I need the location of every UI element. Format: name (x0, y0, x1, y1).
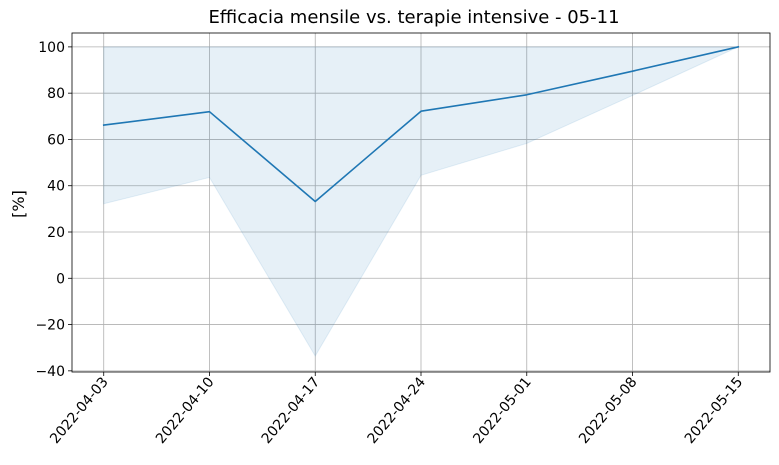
confidence-band-layer (103, 46, 739, 358)
x-axis-ticks: 2022-04-03 2022-04-10 2022-04-17 2022-04-24… (47, 372, 746, 447)
x-tick-label: 2022-04-17 (259, 374, 324, 447)
y-tick-label: 60 (47, 132, 65, 148)
x-tick-label: 2022-04-03 (47, 374, 112, 447)
series-line-layer (102, 45, 740, 203)
x-tick-label: 2022-04-24 (365, 374, 430, 447)
y-axis-ticks: 100 80 60 40 20 0 −20 −40 (35, 40, 72, 380)
x-tick-label: 2022-05-08 (576, 374, 641, 447)
y-tick-label: 80 (47, 86, 65, 102)
confidence-band (103, 46, 739, 358)
y-axis-label: [%] (9, 190, 28, 218)
x-tick-label: 2022-05-01 (470, 374, 535, 447)
y-tick-label: 0 (56, 271, 65, 287)
x-tick-label: 2022-04-10 (153, 374, 218, 447)
grid-lines (72, 33, 770, 372)
y-tick-label: 20 (47, 225, 65, 241)
y-tick-label: 40 (47, 179, 65, 195)
chart-title: Efficacia mensile vs. terapie intensive … (208, 7, 619, 28)
y-tick-label: −40 (35, 364, 65, 380)
y-tick-label: 100 (38, 40, 65, 56)
x-tick-label: 2022-05-15 (682, 374, 747, 447)
efficacy-series-line (102, 45, 740, 203)
y-tick-label: −20 (35, 318, 65, 334)
